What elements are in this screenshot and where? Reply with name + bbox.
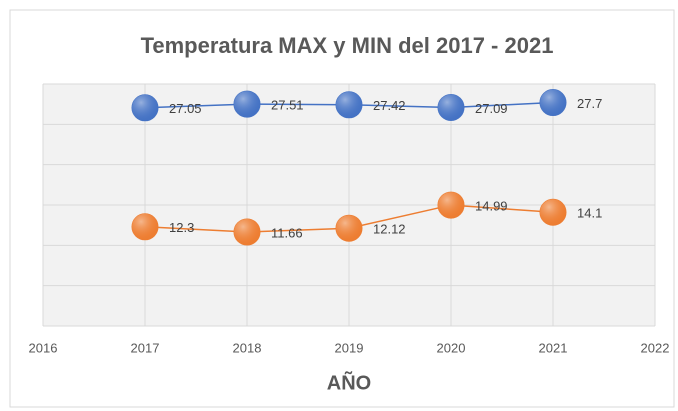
x-tick-label: 2022 <box>641 340 670 355</box>
x-tick-label: 2021 <box>539 340 568 355</box>
x-tick-label: 2017 <box>131 340 160 355</box>
marker-shine <box>132 213 158 240</box>
data-label: 27.42 <box>373 98 406 113</box>
x-tick-label: 2020 <box>437 340 466 355</box>
marker-shine <box>234 218 260 245</box>
data-label: 27.51 <box>271 98 304 113</box>
data-label: 27.09 <box>475 101 508 116</box>
marker-shine <box>336 91 362 118</box>
marker-shine <box>438 192 464 219</box>
marker-shine <box>234 91 260 118</box>
x-tick-label: 2016 <box>29 340 58 355</box>
x-tick-label: 2019 <box>335 340 364 355</box>
data-label: 14.1 <box>577 206 602 221</box>
x-tick-label: 2018 <box>233 340 262 355</box>
data-label: 27.7 <box>577 96 602 111</box>
data-label: 11.66 <box>271 225 303 240</box>
data-label: 14.99 <box>475 199 508 214</box>
marker-shine <box>540 199 566 226</box>
marker-shine <box>438 94 464 121</box>
marker-shine <box>132 94 158 121</box>
data-label: 12.12 <box>373 222 406 237</box>
data-label: 27.05 <box>169 101 202 116</box>
marker-shine <box>336 215 362 242</box>
x-axis-label: AÑO <box>327 371 371 394</box>
chart-title: Temperatura MAX y MIN del 2017 - 2021 <box>141 33 554 58</box>
marker-shine <box>540 89 566 116</box>
data-label: 12.3 <box>169 220 194 235</box>
